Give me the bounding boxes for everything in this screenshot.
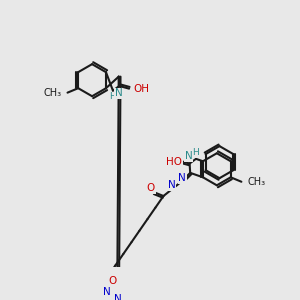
Text: OH: OH xyxy=(134,84,150,94)
Text: N: N xyxy=(178,173,186,183)
Text: N: N xyxy=(103,287,111,297)
Text: O: O xyxy=(109,276,117,286)
Text: N: N xyxy=(185,151,192,161)
Text: O: O xyxy=(147,183,155,193)
Text: N: N xyxy=(114,294,122,300)
Text: HO: HO xyxy=(167,157,182,167)
Text: O: O xyxy=(171,156,179,166)
Text: H: H xyxy=(193,148,200,157)
Text: CH₃: CH₃ xyxy=(248,177,266,187)
Text: H: H xyxy=(109,92,116,101)
Text: N: N xyxy=(168,180,176,190)
Text: N: N xyxy=(115,88,122,98)
Text: CH₃: CH₃ xyxy=(43,88,61,98)
